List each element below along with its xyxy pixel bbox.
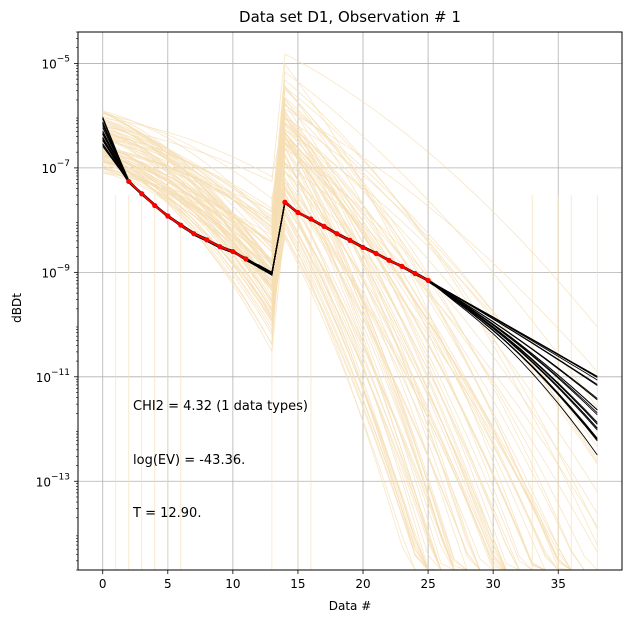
- observed-line: [128, 180, 247, 260]
- x-tick-label: 20: [355, 577, 370, 591]
- observed-point: [399, 263, 405, 270]
- observed-point: [217, 244, 223, 250]
- prior-curve: [102, 101, 598, 571]
- prior-realizations: [102, 53, 598, 571]
- y-axis: 10−13 10−11 10−9 10−7 10−5: [36, 31, 78, 571]
- x-tick-label: 35: [551, 577, 566, 591]
- prior-curve: [102, 71, 598, 409]
- y-tick-label: 10−11: [36, 368, 70, 385]
- prior-curve: [102, 103, 598, 571]
- x-axis: 0 5 10 15 20 25 30 35: [99, 570, 566, 591]
- observed-point: [126, 178, 132, 185]
- x-tick-label: 0: [99, 577, 107, 591]
- y-tick-label: 10−13: [36, 472, 70, 489]
- observed-point: [334, 231, 340, 237]
- observed-point: [191, 231, 197, 237]
- evidence-annotation: log(EV) = -43.36.: [133, 453, 245, 468]
- observed-point: [204, 237, 210, 243]
- observed-point: [425, 277, 431, 284]
- x-tick-label: 30: [486, 577, 501, 591]
- y-axis-label: dBDt: [10, 293, 24, 323]
- prior-curve: [102, 63, 598, 571]
- observed-point: [386, 257, 392, 263]
- observed-point: [295, 209, 301, 216]
- prior-curve: [102, 111, 598, 571]
- prior-curve: [102, 96, 598, 571]
- observed-point: [230, 248, 236, 255]
- x-tick-label: 5: [164, 577, 172, 591]
- observed-point: [165, 213, 171, 219]
- x-tick-label: 25: [420, 577, 435, 591]
- prior-curve: [102, 141, 598, 571]
- prior-curve: [102, 155, 598, 571]
- prior-curve: [102, 147, 598, 514]
- y-tick-label: 10−5: [41, 54, 70, 71]
- observed-point: [412, 270, 418, 277]
- temperature-annotation: T = 12.90.: [132, 506, 201, 521]
- prior-curve: [102, 110, 598, 571]
- observed-point: [152, 202, 158, 209]
- observed-point: [321, 223, 327, 229]
- prior-curve: [102, 100, 598, 465]
- x-axis-label: Data #: [329, 599, 372, 613]
- y-tick-label: 10−7: [41, 159, 70, 176]
- observed-point: [178, 222, 184, 228]
- observed-point: [282, 199, 288, 205]
- chi2-annotation: CHI2 = 4.32 (1 data types): [133, 399, 308, 414]
- observed-point: [347, 237, 353, 243]
- plot-frame: [77, 31, 623, 571]
- observed-point: [360, 244, 366, 251]
- x-tick-label: 10: [225, 577, 240, 591]
- posterior-curve: [102, 125, 598, 442]
- observed-data: [126, 178, 431, 284]
- observed-point: [308, 216, 314, 222]
- observed-point: [243, 256, 249, 262]
- prior-curve: [102, 131, 598, 571]
- prior-curve: [102, 119, 598, 571]
- prior-curve: [102, 97, 598, 571]
- prior-curve: [102, 113, 598, 571]
- chart-title: Data set D1, Observation # 1: [239, 8, 461, 26]
- observed-point: [139, 191, 145, 197]
- prior-curve: [102, 53, 598, 328]
- observed-point: [373, 250, 379, 257]
- x-tick-label: 15: [290, 577, 305, 591]
- prior-curve: [102, 136, 598, 571]
- y-tick-label: 10−9: [41, 263, 70, 280]
